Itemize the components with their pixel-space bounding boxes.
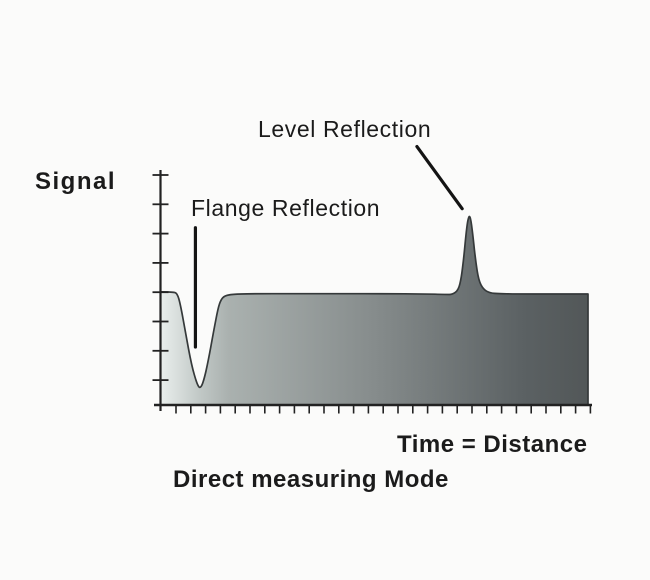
y-axis-label: Signal (35, 168, 117, 195)
level-reflection-label: Level Reflection (258, 116, 432, 142)
y-axis-ticks (152, 174, 169, 382)
level-leader-line (415, 144, 464, 211)
flange-reflection-label: Flange Reflection (191, 195, 381, 221)
x-axis-ticks (175, 405, 592, 414)
figure-caption: Direct measuring Mode (173, 466, 449, 493)
signal-outline (159, 215, 589, 404)
x-axis-label: Time = Distance (397, 431, 588, 458)
signal-area (160, 216, 588, 405)
